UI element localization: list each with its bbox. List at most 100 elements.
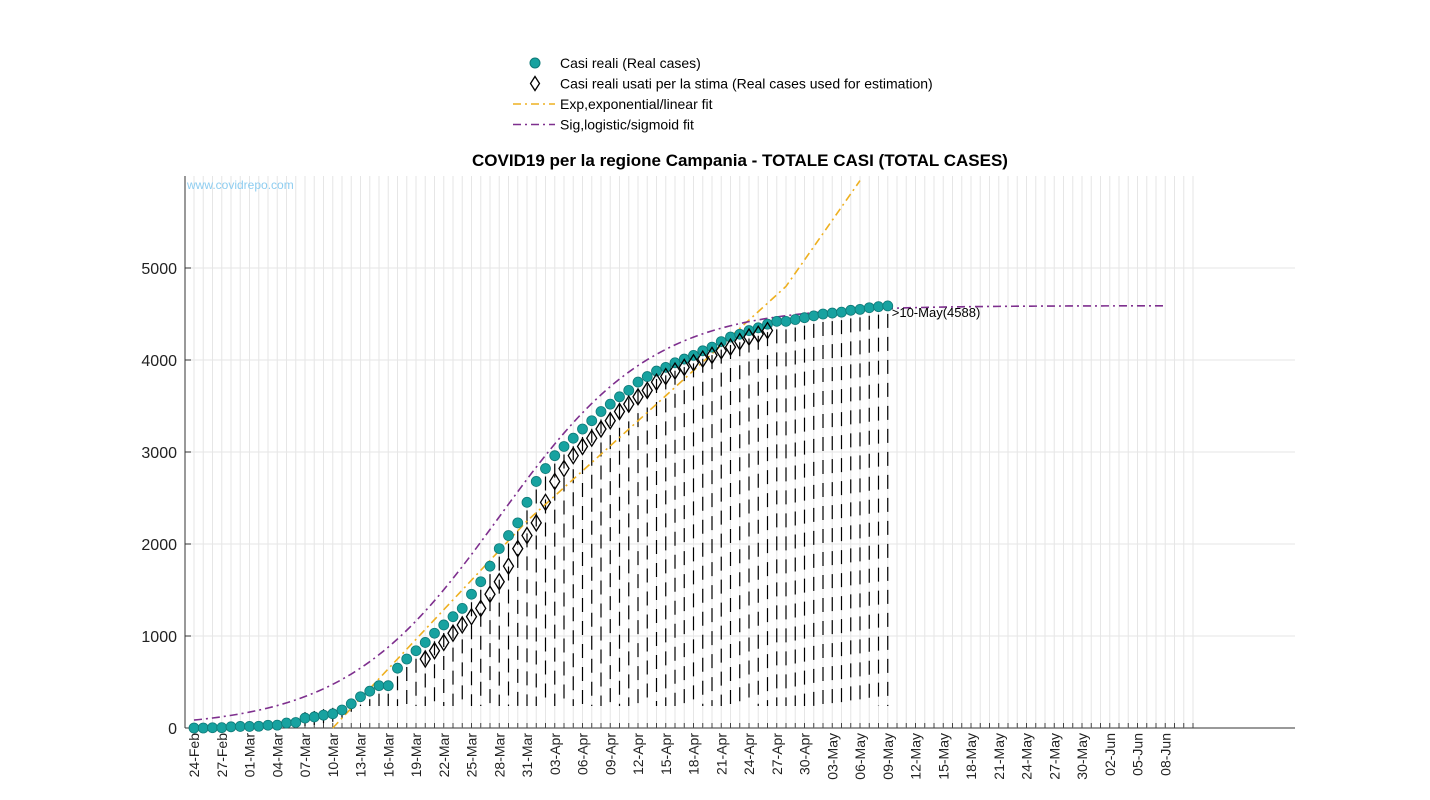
legend-item: Casi reali usati per la stima (Real case… (529, 75, 933, 92)
estimation-point (632, 387, 644, 407)
estimation-point (437, 633, 450, 652)
estimation-point (484, 585, 496, 604)
x-tick-label: 25-Mar (464, 733, 480, 778)
x-tick-label: 04-Mar (269, 733, 285, 778)
legend-circle-marker (529, 57, 541, 69)
legend: Casi reali (Real cases) Casi reali usati … (513, 55, 933, 133)
estimation-point (419, 649, 432, 669)
real-case-point (493, 543, 505, 554)
real-case-point (863, 302, 875, 314)
real-case-point (253, 720, 265, 732)
real-case-point (826, 307, 838, 319)
x-tick-label: 31-Mar (519, 733, 535, 778)
real-case-point (429, 627, 440, 639)
x-tick-label: 07-Mar (297, 733, 313, 778)
estimation-point (567, 446, 580, 465)
x-tick-label: 15-Apr (658, 733, 674, 775)
legend-label: Casi reali (Real cases) (560, 55, 701, 71)
real-case-point (780, 315, 792, 327)
x-tick-label: 22-Mar (436, 733, 452, 778)
estimation-point (585, 428, 598, 448)
real-case-point (641, 371, 653, 382)
estimation-point (502, 556, 515, 576)
x-tick-label: 21-May (991, 733, 1007, 780)
x-tick-label: 21-Apr (713, 733, 729, 775)
estimation-point (604, 411, 617, 430)
real-case-point (290, 717, 302, 728)
real-case-point (549, 450, 561, 462)
real-case-point (540, 463, 551, 474)
estimation-point (687, 353, 700, 372)
x-tick-label: 24-May (1019, 733, 1035, 780)
real-case-point (558, 441, 570, 452)
estimation-point (493, 572, 506, 591)
y-tick-label: 1000 (141, 629, 177, 646)
estimation-point (456, 615, 469, 635)
real-case-point (318, 709, 329, 721)
estimation-point (530, 513, 543, 533)
estimation-point (447, 624, 459, 643)
x-tick-label: 03-Apr (547, 733, 563, 775)
real-case-point (281, 717, 292, 729)
legend-item: Sig,logistic/sigmoid fit (513, 117, 694, 133)
real-case-point (355, 691, 366, 703)
real-case-point (530, 476, 542, 487)
x-tick-label: 28-Mar (491, 733, 507, 778)
x-tick-label: 24-Apr (741, 733, 757, 775)
exp-fit-line (332, 180, 861, 729)
real-case-point (475, 576, 487, 588)
real-case-point (299, 712, 311, 724)
real-case-point (873, 301, 884, 313)
estimation-point (474, 599, 487, 618)
real-case-point (262, 719, 274, 731)
x-tick-label: 02-Jun (1102, 733, 1118, 776)
real-case-point (466, 588, 477, 600)
real-case-point (484, 560, 496, 572)
real-case-point (725, 331, 736, 343)
x-tick-label: 10-Mar (325, 733, 341, 778)
real-case-point (216, 722, 228, 734)
real-case-point (882, 300, 894, 312)
x-tick-label: 27-Apr (769, 733, 785, 775)
x-tick-label: 05-Jun (1130, 733, 1146, 776)
estimation-point (576, 437, 589, 456)
x-tick-label: 19-Mar (408, 733, 424, 778)
real-case-point (410, 645, 422, 657)
y-tick-label: 4000 (141, 353, 177, 370)
real-case-point (438, 619, 450, 631)
real-case-point (521, 496, 533, 508)
watermark: www.covidrepo.com (186, 178, 294, 192)
real-case-point (623, 384, 635, 396)
estimation-point (706, 346, 718, 365)
estimation-point (659, 367, 672, 386)
x-tick-label: 12-May (908, 733, 924, 780)
x-tick-label: 18-Apr (686, 733, 702, 775)
real-case-point (336, 704, 348, 716)
x-tick-label: 03-May (824, 733, 840, 780)
legend-item: Exp,exponential/linear fit (513, 96, 713, 112)
y-tick-label: 3000 (141, 445, 177, 462)
real-case-point (512, 517, 524, 529)
x-tick-label: 13-Mar (353, 733, 369, 778)
real-case-point (632, 376, 644, 388)
x-tick-label: 09-May (880, 733, 896, 780)
real-case-point (577, 423, 588, 435)
real-case-point (271, 719, 283, 731)
estimation-point (465, 607, 478, 626)
real-case-point (207, 722, 218, 734)
x-tick-label: 06-Apr (575, 733, 591, 775)
x-tick-label: 30-Apr (797, 733, 813, 775)
real-case-point (197, 722, 209, 734)
x-tick-label: 08-Jun (1157, 733, 1173, 776)
estimation-point (715, 341, 728, 361)
real-case-point (364, 685, 376, 697)
real-case-point (614, 391, 625, 403)
real-case-point (308, 711, 320, 723)
x-tick-label: 06-May (852, 733, 868, 780)
real-case-point (651, 365, 662, 377)
x-tick-label: 09-Apr (602, 733, 618, 775)
estimation-point (650, 372, 663, 392)
estimation-point (548, 472, 561, 491)
real-case-point (789, 314, 801, 325)
